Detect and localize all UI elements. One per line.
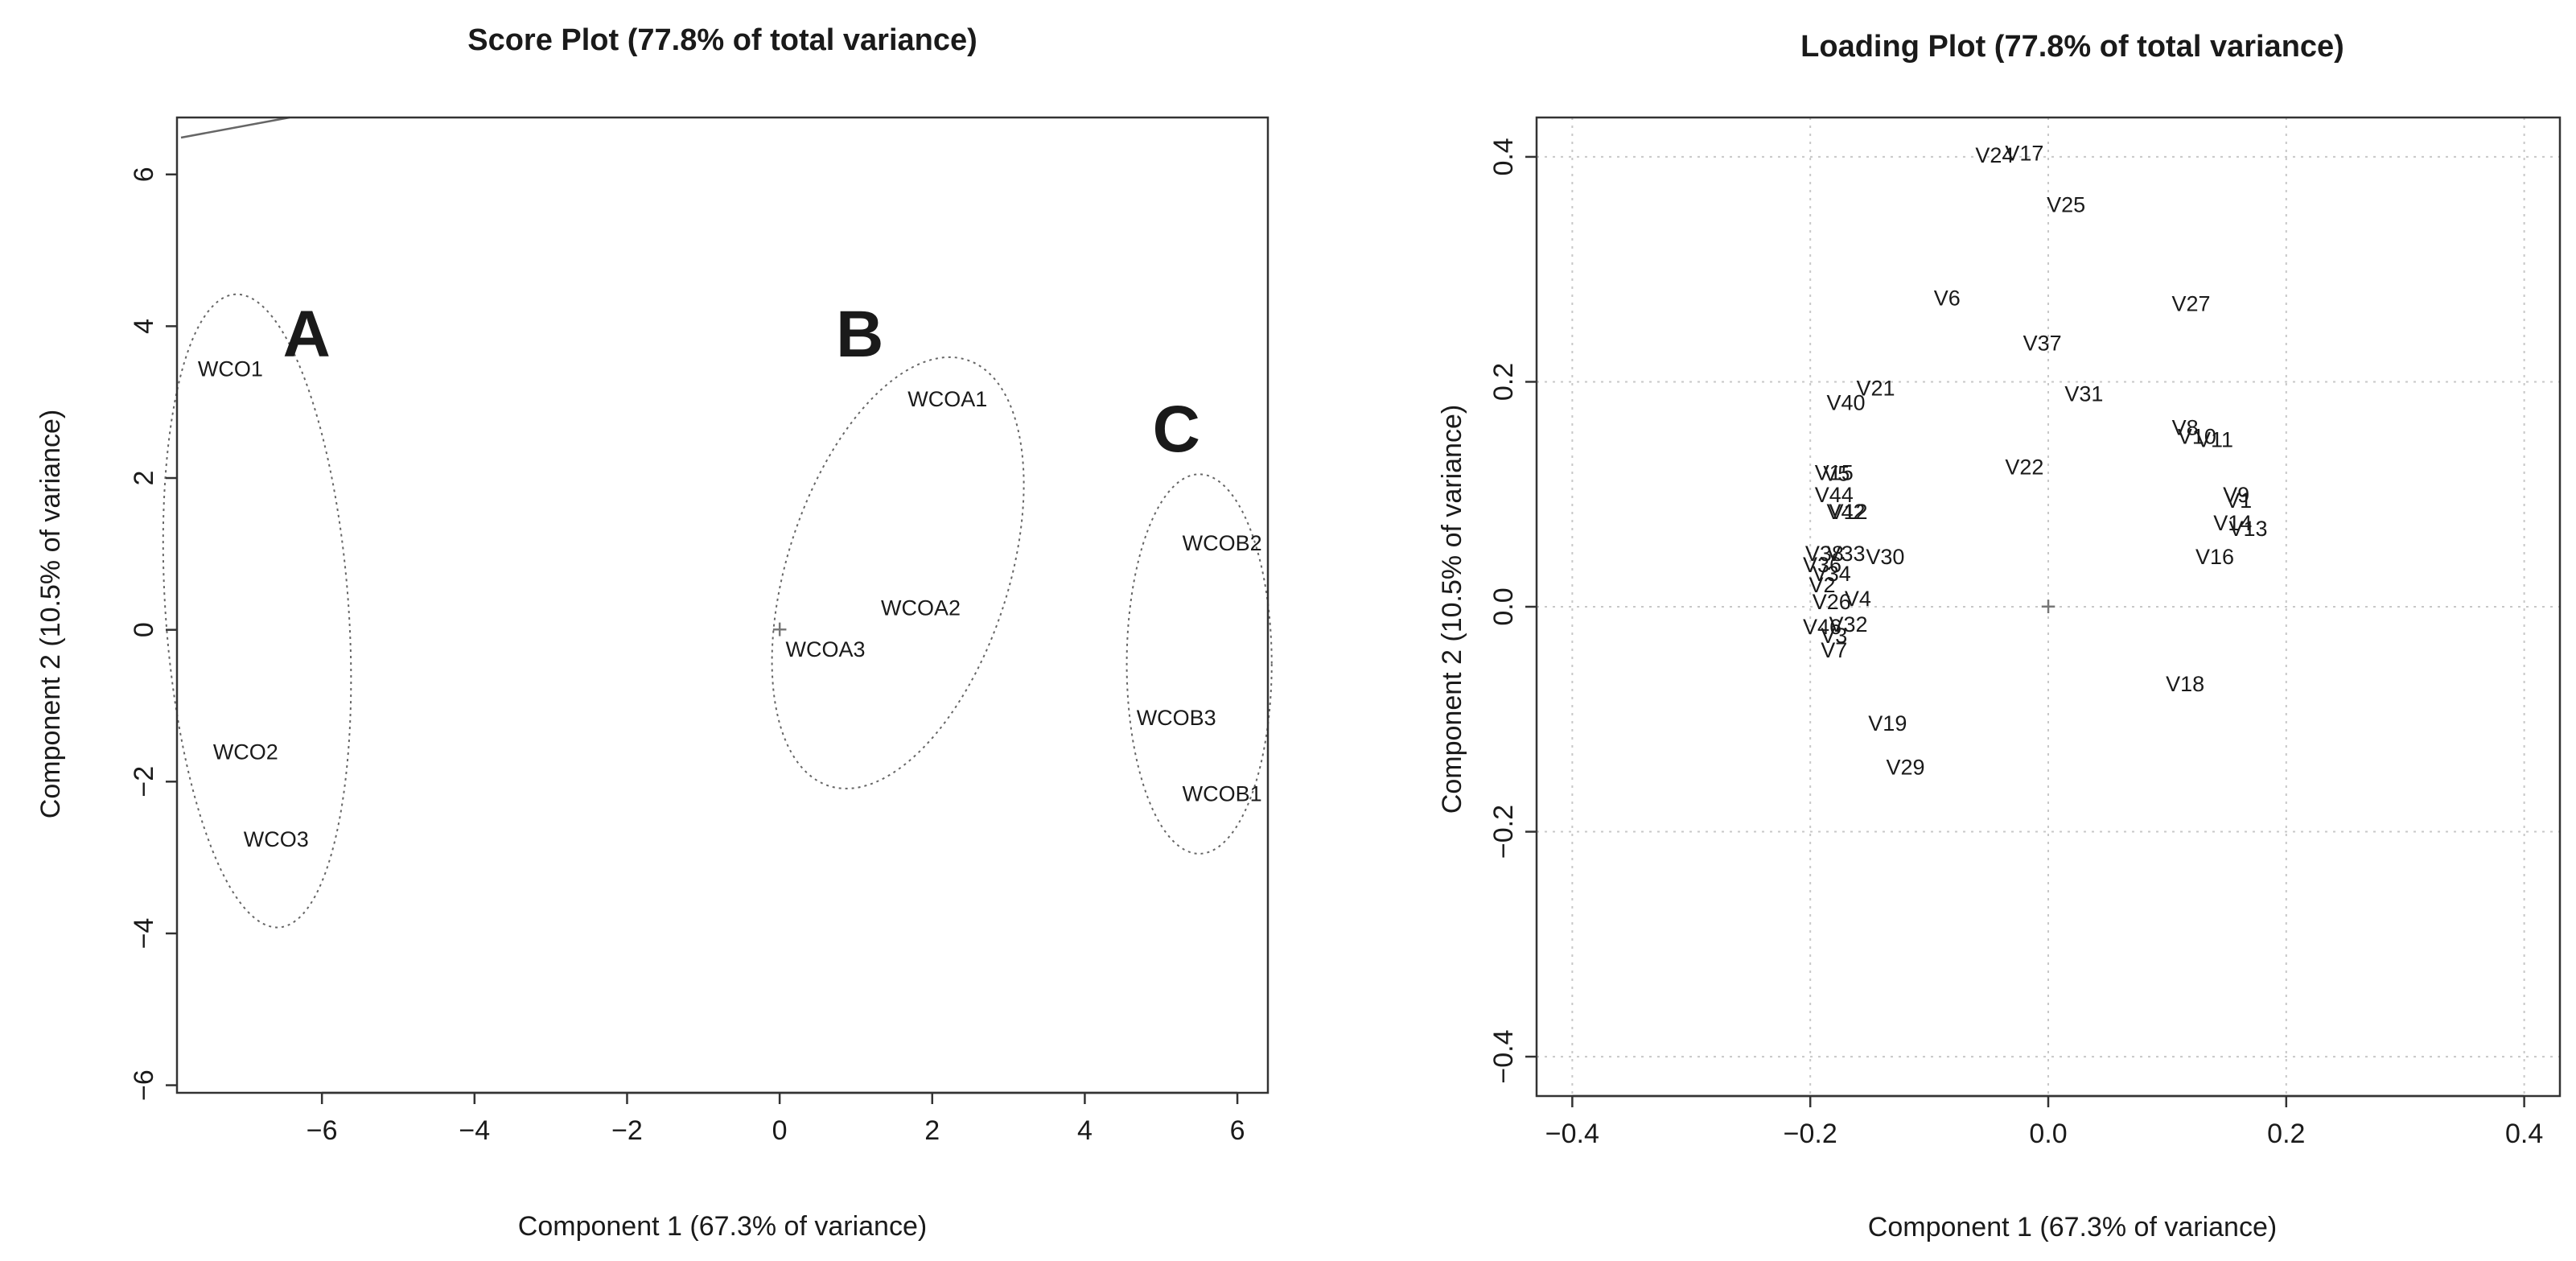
- score-plot-point-wco1: WCO1: [198, 356, 263, 381]
- loading-plot-point-v8: V8: [2172, 415, 2199, 439]
- score-plot-y-tick-label: 4: [129, 319, 159, 334]
- loading-plot-y-axis-label: Component 2 (10.5% of variance): [1437, 405, 1467, 814]
- score-plot-x-tick-label: −4: [459, 1115, 490, 1146]
- loading-plot-point-v5: V5: [1823, 462, 1850, 486]
- loading-plot-y-tick-label: −0.2: [1488, 805, 1519, 859]
- score-plot-y-tick-label: −4: [129, 918, 159, 950]
- loading-plot-point-v10: V10: [2178, 425, 2216, 449]
- loading-plot-x-tick-label: 0.4: [2505, 1119, 2543, 1149]
- loading-plot-y-tick-label: 0.0: [1488, 587, 1519, 625]
- loading-plot-point-v4: V4: [1845, 587, 1871, 611]
- group-b-label: B: [836, 298, 883, 371]
- loading-plot-point-v9: V9: [2223, 483, 2249, 507]
- group-c-ellipse: [1125, 473, 1273, 855]
- loading-plot-x-axis: −0.4 −0.2 0.0 0.2 0.4: [1545, 1094, 2543, 1149]
- loading-plot-x-tick-label: −0.4: [1545, 1119, 1599, 1149]
- loading-plot-point-v33: V33: [1827, 542, 1866, 566]
- score-plot-point-wcob3: WCOB3: [1137, 706, 1216, 730]
- loading-plot-point-v15: V15: [1815, 460, 1854, 484]
- score-plot-point-wcoa2: WCOA2: [881, 595, 961, 620]
- score-plot-x-tick-label: 4: [1077, 1115, 1093, 1146]
- loading-plot-point-v2: V2: [1809, 573, 1835, 597]
- group-c-label: C: [1153, 393, 1200, 466]
- score-plot-point-wco2: WCO2: [213, 740, 278, 764]
- score-plot-x-axis-label: Component 1 (67.3% of variance): [518, 1211, 927, 1242]
- score-plot-x-tick-label: 0: [772, 1115, 788, 1146]
- loading-plot-x-axis-label: Component 1 (67.3% of variance): [1868, 1212, 2277, 1242]
- score-plot-x-tick-label: 2: [924, 1115, 940, 1146]
- loading-plot-point-v27: V27: [2171, 292, 2210, 316]
- loading-plot-point-v7: V7: [1821, 638, 1847, 662]
- score-plot-x-axis: −6 −4 −2 0 2 4 6: [307, 1091, 1245, 1146]
- loading-plot-point-v34: V34: [1813, 562, 1851, 586]
- loading-plot-point-v42: V42: [1827, 500, 1866, 524]
- loading-plot-y-tick-label: 0.4: [1488, 138, 1519, 175]
- loading-plot-point-v24: V24: [1975, 143, 2014, 167]
- loading-plot-point-v14: V14: [2213, 511, 2252, 535]
- loading-plot-point-v3: V3: [1821, 624, 1847, 648]
- loading-plot-point-v38: V38: [1805, 542, 1844, 566]
- loading-plot-y-tick-label: 0.2: [1488, 363, 1519, 401]
- loading-plot-x-tick-label: 0.2: [2267, 1119, 2305, 1149]
- score-plot-y-axis-label: Component 2 (10.5% of variance): [35, 410, 66, 818]
- loading-plot-point-v12: V12: [1829, 500, 1867, 524]
- group-a-label: A: [283, 298, 331, 371]
- score-plot-point-wcoa3: WCOA3: [786, 637, 866, 661]
- group-b-ellipse: [771, 356, 1025, 789]
- score-plot: Score Plot (77.8% of total variance) Com…: [35, 23, 1273, 1242]
- score-plot-y-tick-label: 2: [129, 471, 159, 486]
- score-plot-point-wcob1: WCOB1: [1183, 781, 1262, 806]
- loading-plot-point-v26: V26: [1813, 590, 1851, 614]
- loading-plot-point-v29: V29: [1886, 755, 1924, 779]
- loading-plot-point-v13: V13: [2228, 517, 2267, 541]
- score-plot-x-tick-label: −2: [611, 1115, 643, 1146]
- loading-plot-title: Loading Plot (77.8% of total variance): [1800, 30, 2344, 64]
- loading-plot-point-v11: V11: [2196, 428, 2233, 452]
- loading-plot-point-v17: V17: [2005, 141, 2043, 165]
- loading-plot-point-v21: V21: [1857, 376, 1895, 400]
- loading-plot-point-v6: V6: [1934, 286, 1961, 311]
- loading-plot-point-v37: V37: [2023, 332, 2062, 356]
- loading-plot-point-v30: V30: [1866, 545, 1904, 569]
- score-plot-x-tick-label: −6: [307, 1115, 338, 1146]
- loading-plot-x-tick-label: 0.0: [2029, 1119, 2067, 1149]
- score-plot-y-tick-label: −6: [129, 1069, 159, 1101]
- loading-plot-point-v44: V44: [1815, 483, 1854, 507]
- score-plot-origin-marker: +: [772, 615, 788, 645]
- score-plot-point-wcoa1: WCOA1: [907, 387, 987, 411]
- loading-plot-origin-marker: +: [2040, 591, 2056, 622]
- loading-plot-point-v46: V46: [1803, 615, 1841, 639]
- loading-plot-point-v16: V16: [2195, 545, 2234, 569]
- loading-plot: Loading Plot (77.8% of total variance) C…: [1437, 30, 2562, 1242]
- score-plot-y-tick-label: 6: [129, 167, 159, 182]
- loading-plot-point-v18: V18: [2166, 672, 2204, 696]
- loading-plot-x-tick-label: −0.2: [1784, 1119, 1837, 1149]
- loading-plot-point-v22: V22: [2005, 455, 2043, 479]
- loading-plot-y-axis: −0.4 −0.2 0.0 0.2 0.4: [1488, 138, 1537, 1084]
- score-plot-x-tick-label: 6: [1230, 1115, 1245, 1146]
- score-plot-point-wco3: WCO3: [244, 827, 309, 851]
- loading-plot-grid: [1537, 117, 2560, 1096]
- loading-plot-y-tick-label: −0.4: [1488, 1030, 1519, 1084]
- score-plot-y-tick-label: −2: [129, 766, 159, 797]
- score-plot-frame: [175, 116, 1269, 1094]
- loading-plot-point-v32: V32: [1829, 612, 1867, 637]
- score-plot-corner-line: [180, 116, 290, 139]
- loading-plot-point-v31: V31: [2064, 381, 2103, 406]
- score-plot-title: Score Plot (77.8% of total variance): [467, 23, 977, 57]
- score-plot-y-tick-label: 0: [129, 622, 159, 637]
- score-plot-group-ellipses: [162, 293, 1273, 929]
- loading-plot-point-v25: V25: [2047, 193, 2085, 217]
- loading-plot-point-v36: V36: [1803, 553, 1841, 577]
- loading-plot-point-v40: V40: [1827, 391, 1866, 415]
- loading-plot-point-v1: V1: [2225, 488, 2252, 513]
- score-plot-y-axis: −6 −4 −2 0 2 4 6: [129, 167, 177, 1101]
- loading-plot-point-v19: V19: [1868, 711, 1907, 736]
- score-plot-point-wcob2: WCOB2: [1183, 531, 1262, 555]
